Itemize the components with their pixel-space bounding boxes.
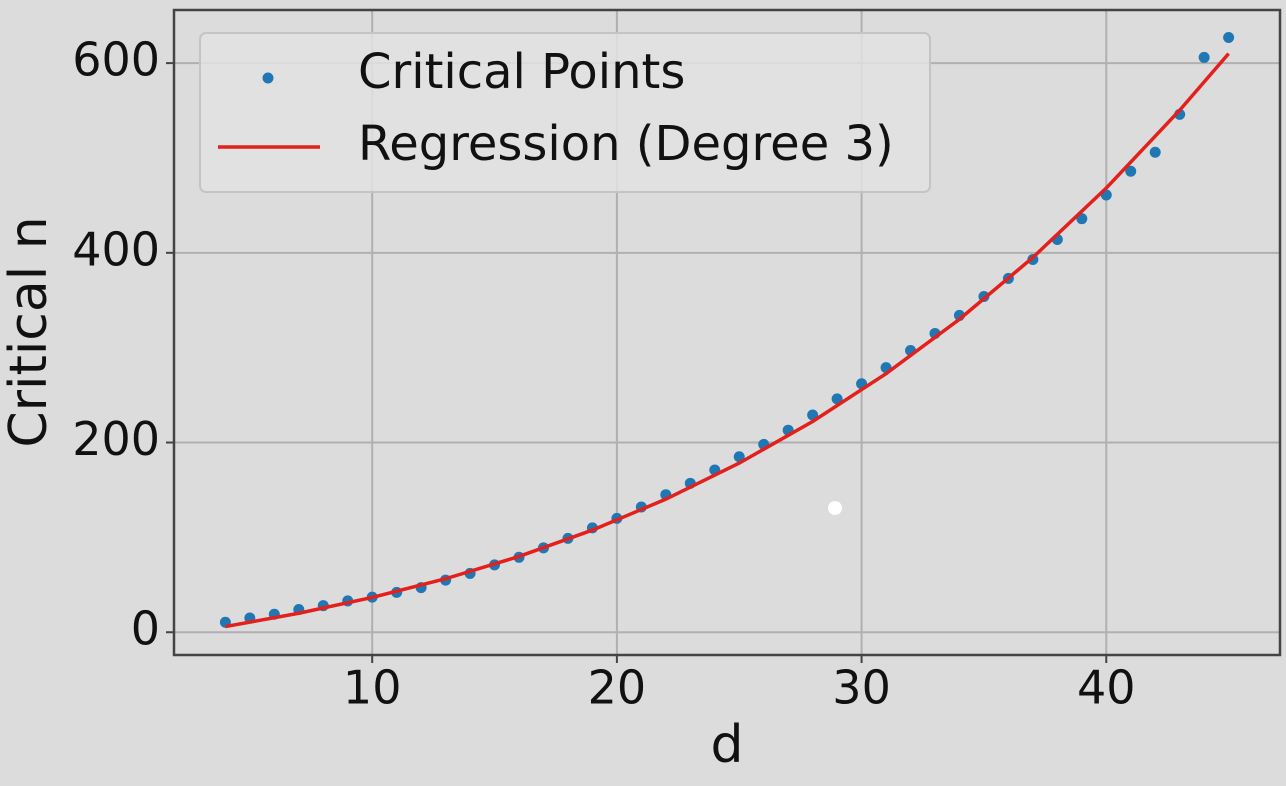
data-point [1149, 146, 1161, 158]
y-tick-label: 600 [72, 33, 160, 87]
y-tick-label: 400 [72, 222, 160, 276]
legend-box [199, 32, 931, 193]
x-tick-label: 30 [832, 661, 891, 715]
legend-swatch [262, 72, 274, 84]
data-point [1223, 32, 1235, 44]
x-axis-label: d [710, 715, 743, 775]
y-tick-label: 0 [131, 602, 160, 656]
regression-line [225, 52, 1230, 629]
x-tick-label: 20 [588, 661, 647, 715]
y-axis-label: Critical n [0, 216, 59, 447]
y-tick-label: 200 [72, 412, 160, 466]
x-tick-label: 40 [1077, 661, 1136, 715]
cursor-dot [828, 501, 842, 515]
legend-label: Regression (Degree 3) [358, 116, 894, 172]
data-point [1198, 51, 1210, 63]
axes-frame [172, 8, 1282, 657]
legend: Critical Points Regression (Degree 3) [218, 44, 894, 172]
data-point [733, 451, 745, 463]
data-point [1125, 165, 1137, 177]
x-tick-label: 10 [343, 661, 402, 715]
data-point [831, 393, 843, 405]
legend-label: Critical Points [358, 44, 685, 100]
